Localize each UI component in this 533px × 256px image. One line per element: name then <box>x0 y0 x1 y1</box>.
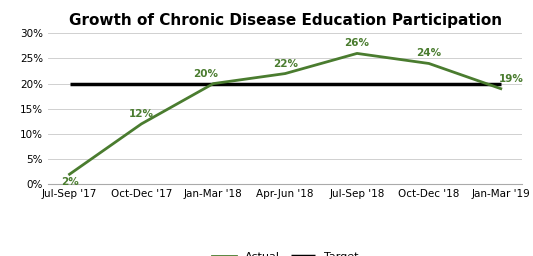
Actual <box>354 52 360 55</box>
Target <box>354 82 360 85</box>
Target <box>498 82 504 85</box>
Text: 20%: 20% <box>193 69 219 79</box>
Text: 19%: 19% <box>499 74 524 84</box>
Text: 26%: 26% <box>344 38 369 48</box>
Actual <box>66 173 72 176</box>
Target <box>138 82 144 85</box>
Actual <box>282 72 288 75</box>
Line: Actual: Actual <box>69 54 501 174</box>
Actual <box>138 122 144 125</box>
Legend: Actual, Target: Actual, Target <box>207 247 363 256</box>
Target <box>210 82 216 85</box>
Text: 24%: 24% <box>416 48 441 58</box>
Text: 12%: 12% <box>129 109 154 119</box>
Target <box>282 82 288 85</box>
Target <box>66 82 72 85</box>
Actual <box>498 87 504 90</box>
Actual <box>210 82 216 85</box>
Actual <box>426 62 432 65</box>
Text: 2%: 2% <box>61 177 78 187</box>
Text: 22%: 22% <box>273 59 297 69</box>
Target <box>426 82 432 85</box>
Title: Growth of Chronic Disease Education Participation: Growth of Chronic Disease Education Part… <box>69 13 502 28</box>
